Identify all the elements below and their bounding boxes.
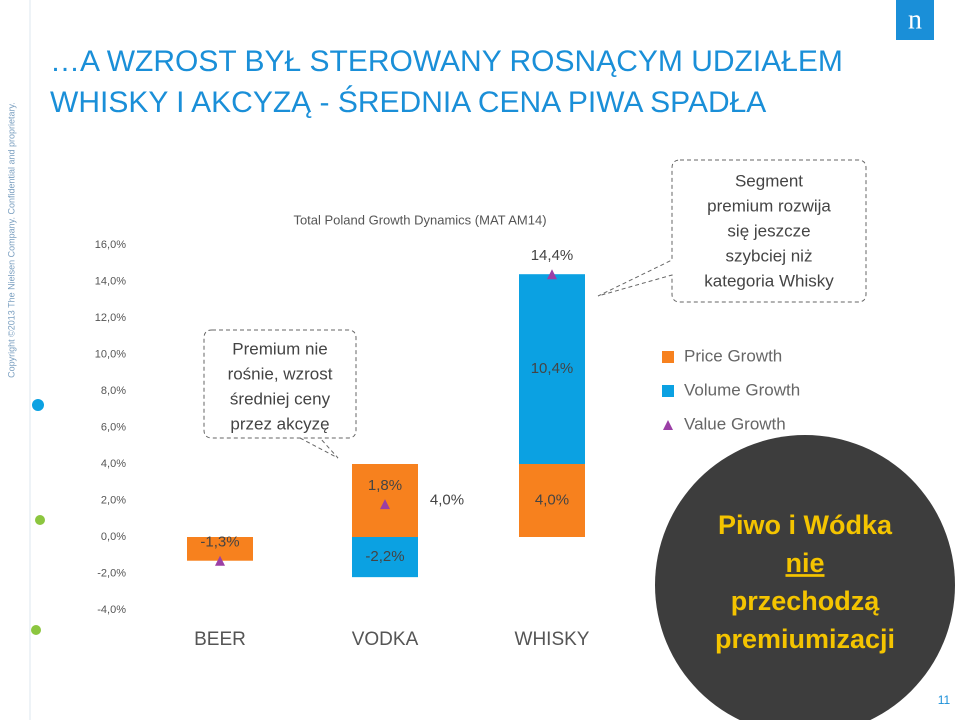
- value-marker: [547, 269, 557, 280]
- y-tick-label: 8,0%: [101, 385, 126, 397]
- data-label: 10,4%: [531, 360, 574, 377]
- logo: n: [908, 4, 922, 35]
- decor-dot: [35, 515, 45, 525]
- conclusion-text: przechodzą: [731, 586, 881, 616]
- data-label: -1,3%: [200, 534, 239, 551]
- callout-text: rośnie, wzrost: [228, 364, 333, 383]
- y-tick-label: -2,0%: [97, 567, 126, 579]
- chart-title: Total Poland Growth Dynamics (MAT AM14): [293, 212, 546, 227]
- decor-dot: [32, 399, 44, 411]
- page-number: 11: [938, 693, 951, 707]
- y-tick-label: 10,0%: [95, 348, 126, 360]
- legend-swatch: [662, 351, 674, 363]
- x-tick-label: BEER: [194, 629, 246, 650]
- callout-text: przez akcyzę: [230, 414, 329, 433]
- data-label: 1,8%: [368, 477, 402, 494]
- data-label: 4,0%: [535, 491, 569, 508]
- conclusion-text: premiumizacji: [715, 624, 895, 654]
- y-tick-label: 12,0%: [95, 312, 126, 324]
- conclusion-circle: [655, 435, 955, 720]
- callout-text: Premium nie: [232, 339, 327, 358]
- bar: [352, 537, 418, 578]
- data-label: -2,2%: [365, 548, 404, 565]
- legend-label: Price Growth: [684, 346, 782, 365]
- callout-text: się jeszcze: [727, 221, 810, 240]
- bar: [519, 274, 585, 464]
- copyright: Copyright ©2013 The Nielsen Company. Con…: [6, 102, 16, 378]
- slide-title: WHISKY I AKCYZĄ - ŚREDNIA CENA PIWA SPAD…: [50, 85, 766, 119]
- callout-text: średniej ceny: [230, 389, 331, 408]
- y-tick-label: 4,0%: [101, 458, 126, 470]
- callout-text: premium rozwija: [707, 196, 831, 215]
- legend-swatch: [662, 385, 674, 397]
- callout-box: [597, 159, 867, 303]
- x-tick-label: WHISKY: [515, 629, 590, 650]
- y-tick-label: 16,0%: [95, 239, 126, 251]
- callout-text: kategoria Whisky: [704, 271, 834, 290]
- legend-label: Value Growth: [684, 414, 786, 433]
- x-tick-label: VODKA: [352, 629, 419, 650]
- y-tick-label: 0,0%: [101, 531, 126, 543]
- conclusion-text: Piwo i Wódka: [718, 510, 893, 540]
- bar: [519, 464, 585, 537]
- y-tick-label: 2,0%: [101, 494, 126, 506]
- callout-text: szybciej niż: [726, 246, 813, 265]
- value-marker: [380, 499, 390, 510]
- legend-label: Volume Growth: [684, 380, 800, 399]
- callout-box: [203, 329, 357, 459]
- slide-title: …A WZROST BYŁ STEROWANY ROSNĄCYM UDZIAŁE…: [50, 45, 843, 78]
- decor-dot: [31, 625, 41, 635]
- y-tick-label: 6,0%: [101, 421, 126, 433]
- logo-box: [896, 0, 934, 40]
- value-marker: [215, 555, 225, 566]
- conclusion-text: nie: [785, 548, 824, 578]
- bar: [187, 537, 253, 561]
- y-tick-label: 14,0%: [95, 275, 126, 287]
- page-box: [928, 690, 960, 710]
- y-tick-label: -4,0%: [97, 604, 126, 616]
- data-label: 14,4%: [531, 247, 574, 264]
- callout-text: Segment: [735, 171, 803, 190]
- data-label: 4,0%: [430, 491, 464, 508]
- legend-marker: [663, 420, 673, 430]
